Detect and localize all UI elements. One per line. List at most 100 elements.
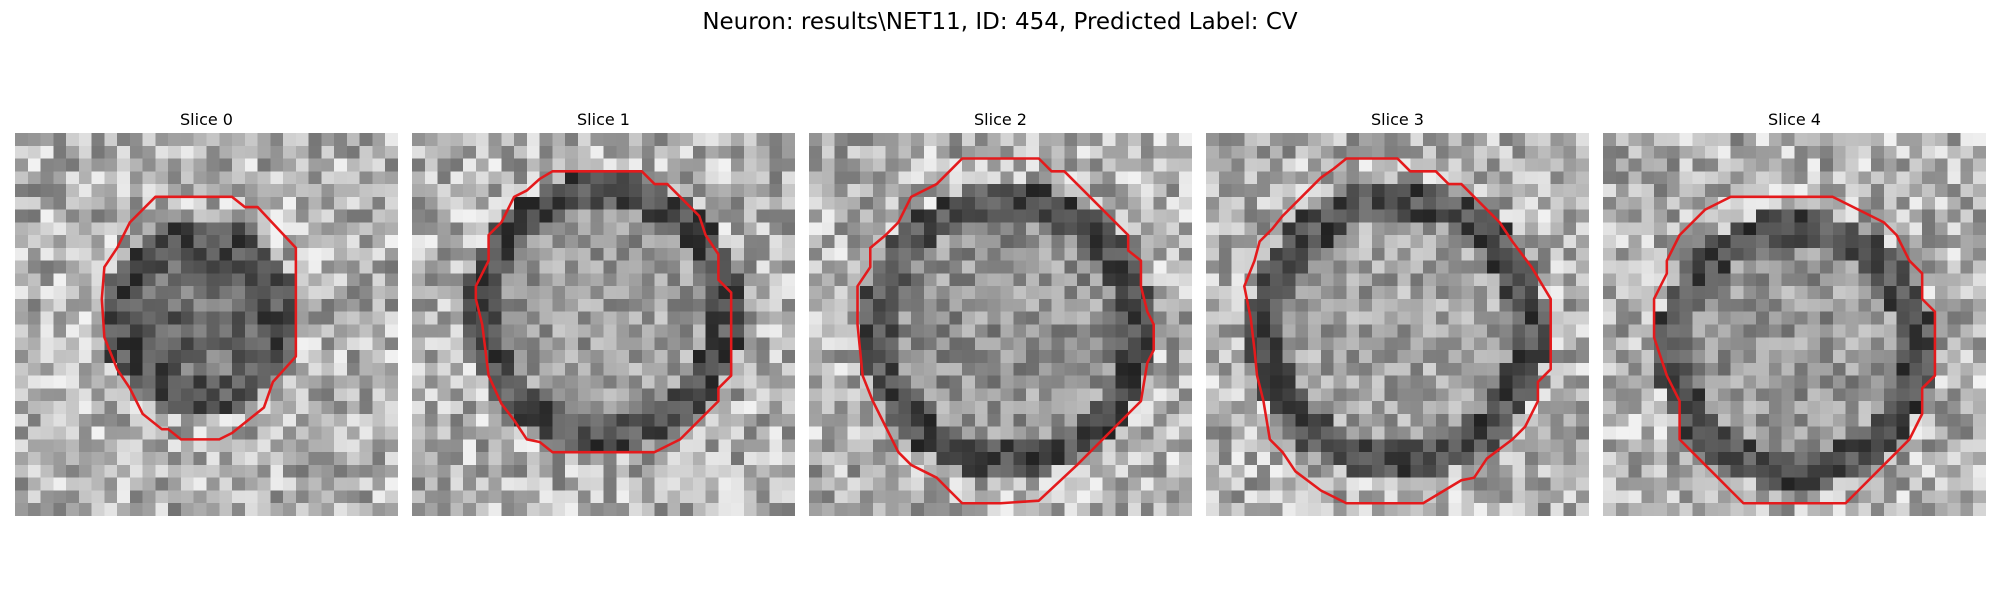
pixel — [1832, 388, 1846, 402]
pixel — [1244, 362, 1258, 376]
pixel — [1359, 184, 1373, 198]
pixel — [359, 311, 373, 325]
pixel — [1153, 171, 1167, 185]
pixel — [514, 401, 528, 415]
pixel — [1038, 311, 1052, 325]
pixel — [1730, 171, 1744, 185]
pixel — [1179, 426, 1192, 440]
pixel — [463, 503, 477, 516]
pixel — [270, 260, 284, 274]
pixel — [962, 337, 976, 351]
pixel — [1000, 401, 1014, 415]
pixel — [372, 362, 386, 376]
pixel — [78, 413, 92, 427]
pixel — [769, 477, 783, 491]
pixel — [1947, 247, 1961, 261]
pixel — [885, 401, 899, 415]
pixel — [1461, 324, 1475, 338]
pixel — [1359, 503, 1373, 516]
pixel — [936, 375, 950, 389]
pixel — [1807, 350, 1821, 364]
pixel — [1615, 464, 1629, 478]
pixel — [1628, 260, 1642, 274]
pixel — [1947, 235, 1961, 249]
pixel — [1206, 350, 1220, 364]
pixel — [450, 145, 464, 159]
pixel — [1089, 247, 1103, 261]
pixel — [692, 196, 706, 210]
pixel — [590, 286, 604, 300]
pixel — [1756, 413, 1770, 427]
pixel — [872, 286, 886, 300]
pixel — [769, 273, 783, 287]
pixel — [1410, 375, 1424, 389]
pixel — [860, 133, 874, 147]
pixel — [1666, 158, 1680, 172]
pixel — [1244, 413, 1258, 427]
pixel — [1692, 375, 1706, 389]
pixel — [782, 413, 795, 427]
pixel — [372, 388, 386, 402]
pixel — [680, 401, 694, 415]
pixel — [667, 209, 681, 223]
pixel — [1563, 133, 1577, 147]
pixel — [1743, 401, 1757, 415]
pixel — [565, 439, 579, 453]
pixel — [731, 235, 745, 249]
pixel — [424, 337, 438, 351]
pixel — [463, 209, 477, 223]
pixel — [1486, 235, 1500, 249]
pixel — [1960, 235, 1974, 249]
pixel — [463, 133, 477, 147]
pixel — [1346, 273, 1360, 287]
pixel — [641, 209, 655, 223]
pixel — [1051, 324, 1065, 338]
pixel — [1231, 171, 1245, 185]
pixel — [809, 401, 823, 415]
pixel — [270, 426, 284, 440]
pixel — [1512, 298, 1526, 312]
pixel — [756, 184, 770, 198]
pixel — [705, 324, 719, 338]
pixel — [577, 171, 591, 185]
pixel — [1934, 324, 1948, 338]
pixel — [1089, 209, 1103, 223]
pixel — [463, 362, 477, 376]
pixel — [1320, 350, 1334, 364]
pixel — [1013, 235, 1027, 249]
pixel — [206, 350, 220, 364]
pixel — [1896, 452, 1910, 466]
pixel — [526, 388, 540, 402]
pixel — [66, 158, 80, 172]
pixel — [1615, 426, 1629, 440]
pixel — [244, 158, 258, 172]
pixel — [40, 401, 54, 415]
pixel — [705, 503, 719, 516]
pixel — [155, 171, 169, 185]
pixel — [1397, 298, 1411, 312]
pixel — [385, 388, 398, 402]
pixel — [1576, 222, 1589, 236]
pixel — [1781, 158, 1795, 172]
pixel — [270, 337, 284, 351]
pixel — [1038, 464, 1052, 478]
pixel — [834, 184, 848, 198]
pixel — [1603, 298, 1617, 312]
pixel — [1206, 464, 1220, 478]
pixel — [206, 184, 220, 198]
pixel — [321, 413, 335, 427]
pixel — [962, 350, 976, 364]
pixel — [1461, 273, 1475, 287]
pixel — [1537, 426, 1551, 440]
pixel-grid — [15, 133, 398, 516]
pixel — [821, 452, 835, 466]
pixel — [629, 388, 643, 402]
pixel — [680, 413, 694, 427]
pixel — [1282, 235, 1296, 249]
pixel — [911, 222, 925, 236]
pixel — [1269, 324, 1283, 338]
pixel — [450, 350, 464, 364]
pixel — [78, 222, 92, 236]
pixel — [641, 184, 655, 198]
pixel — [552, 273, 566, 287]
